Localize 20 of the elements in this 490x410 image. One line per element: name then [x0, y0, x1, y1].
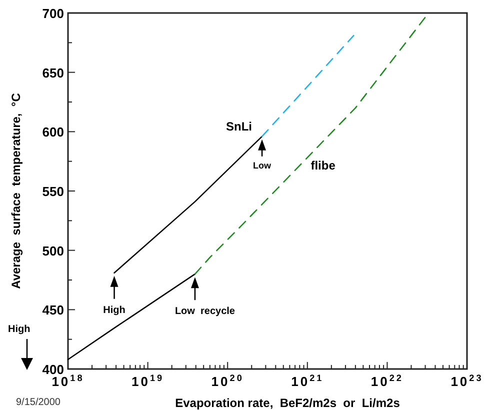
y-tick-label: 600	[42, 124, 64, 140]
y-tick-label: 650	[42, 65, 64, 80]
annotation: Low recycle	[174, 306, 236, 318]
annotation: SnLi	[226, 119, 252, 134]
annotation: flibe	[310, 158, 336, 173]
y-tick-label: 500	[42, 243, 64, 258]
text: 9/15/2000	[16, 397, 61, 408]
text: High	[8, 324, 30, 335]
x-tick-label: 10$^{21}$	[291, 373, 324, 389]
x-tick-label: 10$^{19}$	[132, 373, 164, 389]
y-tick-label: 700	[42, 6, 64, 21]
y-axis-title: Average surface temperature, °C	[9, 92, 23, 289]
x-tick-label: 10$^{20}$	[211, 373, 244, 389]
x-tick-label: 10$^{22}$	[370, 373, 404, 389]
annotation: High	[103, 304, 126, 316]
annotation: Low	[253, 160, 272, 170]
y-tick-label: 550	[42, 184, 64, 199]
y-tick-label: 450	[42, 302, 64, 318]
x-axis-title: Evaporation rate, BeF2/m2s or Li/m2s	[175, 396, 400, 410]
x-tick-label: 10$^{23}$	[450, 373, 484, 389]
